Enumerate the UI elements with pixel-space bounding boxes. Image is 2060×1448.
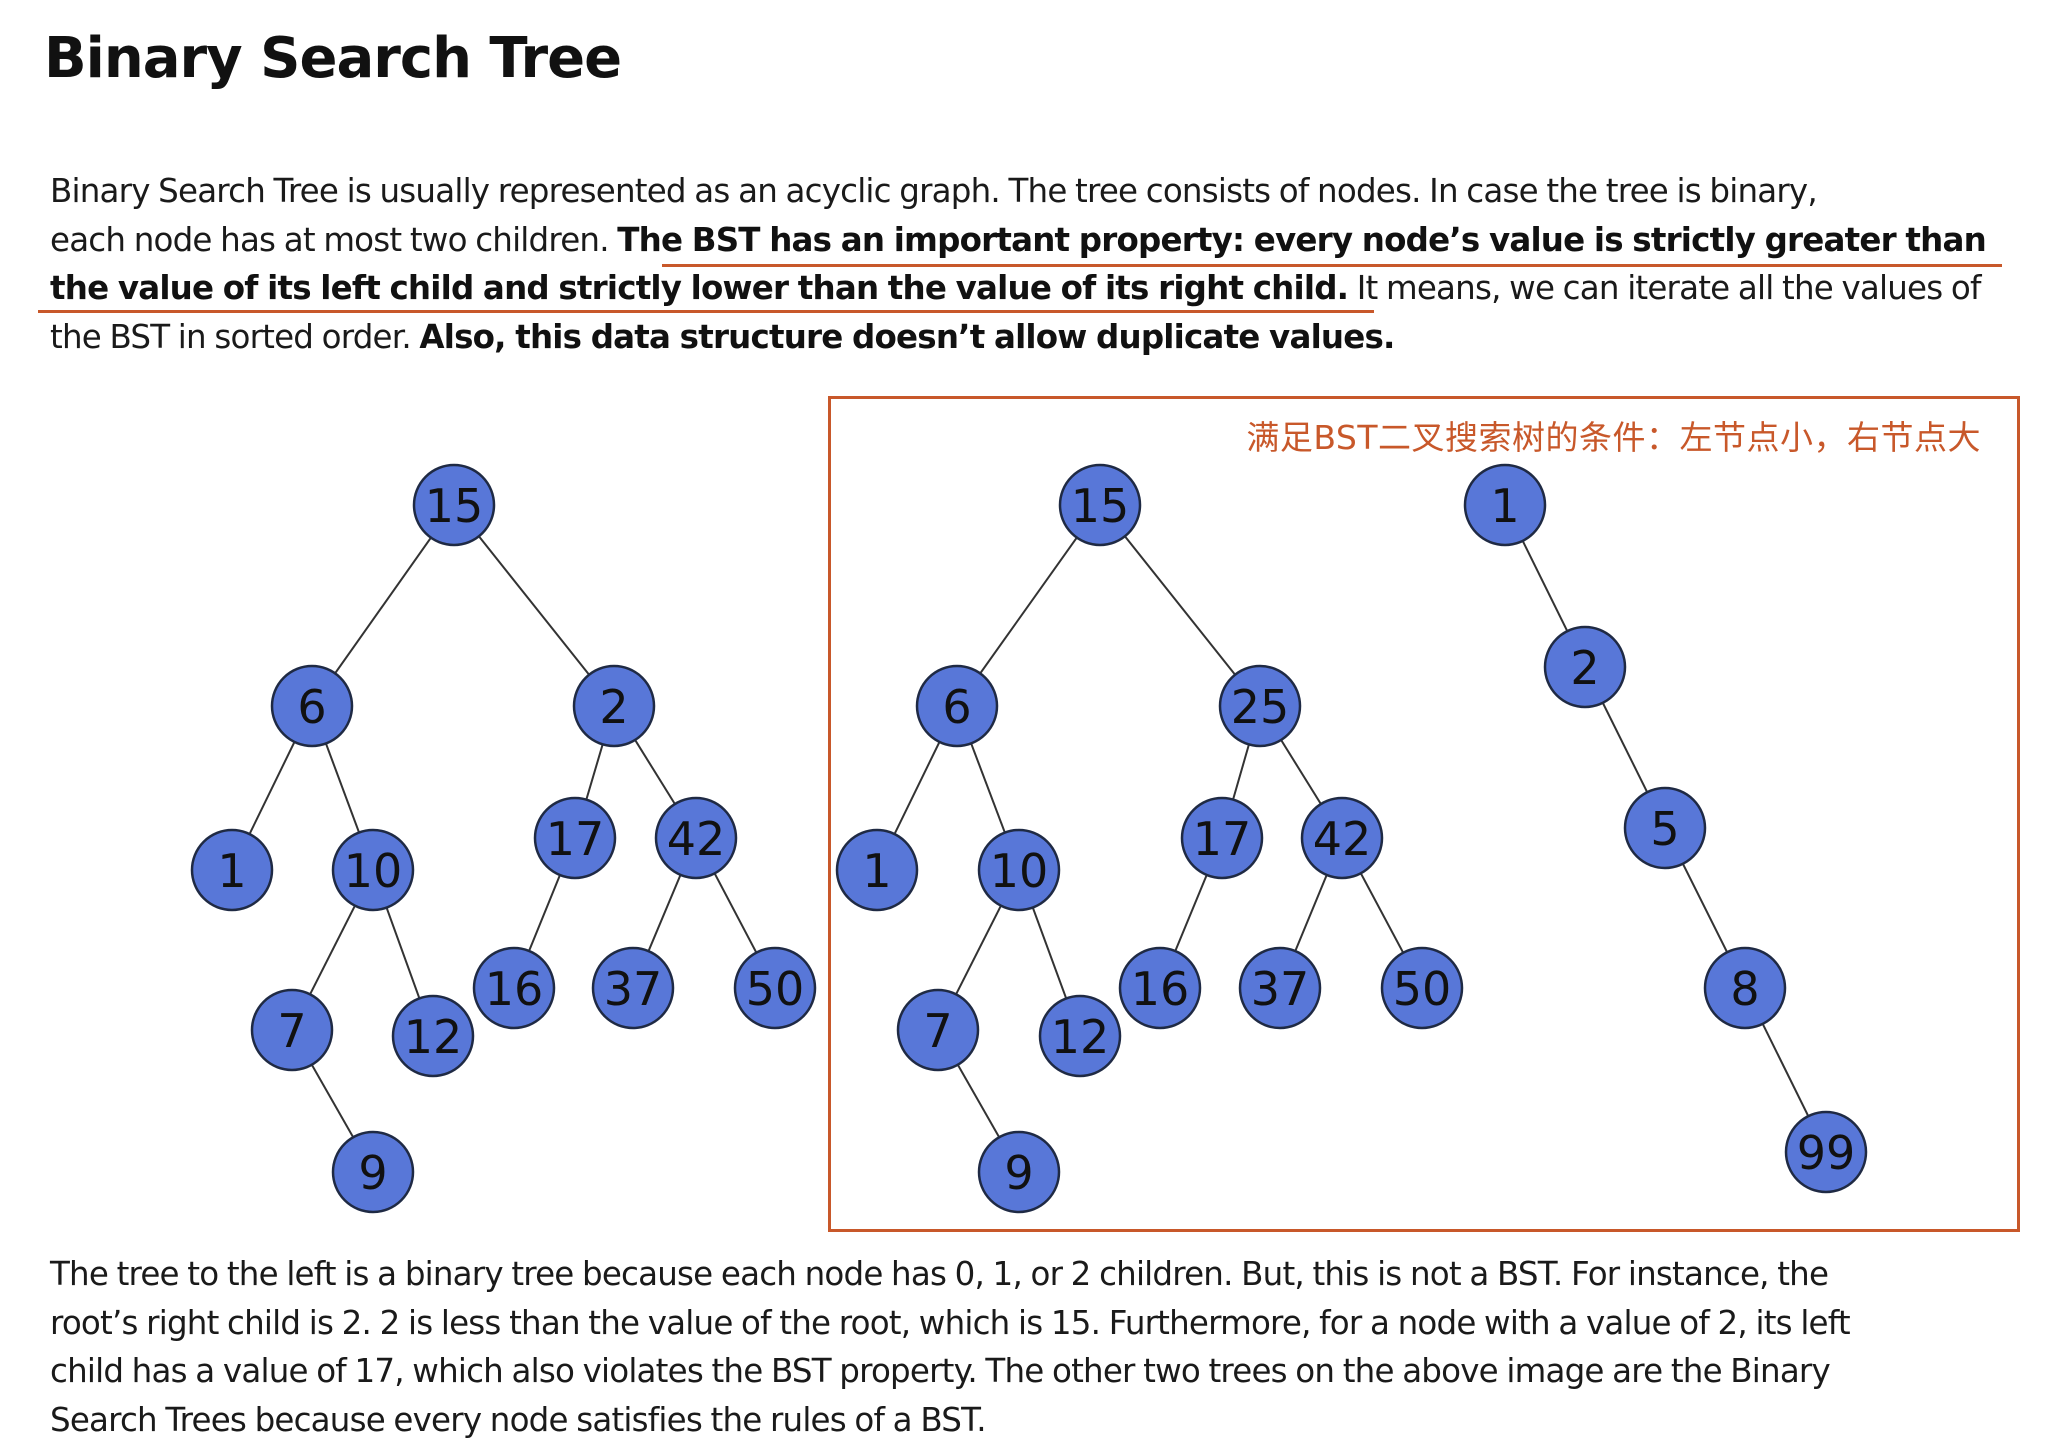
- tree-edge: [231, 705, 313, 871]
- tree-node-12: 12: [391, 994, 475, 1078]
- node-value-label: 7: [277, 1004, 306, 1058]
- node-value-label: 16: [485, 962, 544, 1016]
- node-circle: [654, 796, 738, 880]
- explanation-paragraph: The tree to the left is a binary tree be…: [50, 1250, 2040, 1444]
- tree-node-42: 42: [654, 796, 738, 880]
- node-circle: [391, 994, 475, 1078]
- tree-node-9: 9: [331, 1130, 415, 1214]
- node-value-label: 2: [599, 680, 628, 734]
- tree-node-17: 17: [533, 796, 617, 880]
- tree-node-2: 2: [572, 664, 656, 748]
- intro-line-4: the BST in sorted order. Also, this data…: [50, 313, 2040, 362]
- node-value-label: 17: [546, 812, 605, 866]
- node-circle: [591, 946, 675, 1030]
- intro-line-2: each node has at most two children. The …: [50, 216, 2040, 265]
- intro-line-3-text: It means, we can iterate all the values …: [1348, 269, 1982, 308]
- node-circle: [533, 796, 617, 880]
- intro-line-2-text: each node has at most two children.: [50, 220, 618, 259]
- tree-edge: [695, 837, 776, 989]
- tree-node-6: 6: [270, 664, 354, 748]
- node-value-label: 50: [746, 962, 805, 1016]
- node-value-label: 42: [667, 812, 726, 866]
- node-value-label: 9: [358, 1146, 387, 1200]
- tree-node-10: 10: [331, 828, 415, 912]
- node-circle: [331, 1130, 415, 1214]
- tree-edge: [513, 837, 576, 989]
- bst-property-text-start: The BST has an important property: every…: [617, 220, 1986, 259]
- node-circle: [270, 664, 354, 748]
- explanation-line-2: root’s right child is 2. 2 is less than …: [50, 1303, 1851, 1342]
- bst-condition-annotation: 满足BST二叉搜索树的条件：左节点小，右节点大: [1246, 418, 1981, 457]
- node-value-label: 12: [404, 1010, 463, 1064]
- tree-node-50: 50: [733, 946, 817, 1030]
- node-value-label: 6: [297, 680, 326, 734]
- tree-node-37: 37: [591, 946, 675, 1030]
- tree-edge: [291, 869, 374, 1031]
- intro-line-3: the value of its left child and strictly…: [50, 264, 2040, 313]
- tree-edge: [574, 705, 615, 839]
- node-circle: [572, 664, 656, 748]
- bst-highlight-box: 满足BST二叉搜索树的条件：左节点小，右节点大: [828, 396, 2020, 1232]
- page-title: Binary Search Tree: [44, 26, 622, 91]
- tree-edge: [291, 1029, 374, 1173]
- tree-node-16: 16: [472, 946, 556, 1030]
- intro-paragraph: Binary Search Tree is usually represente…: [50, 167, 2040, 361]
- intro-line-1: Binary Search Tree is usually represente…: [50, 172, 1818, 210]
- node-value-label: 10: [344, 844, 403, 898]
- tree-node-7: 7: [250, 988, 334, 1072]
- node-circle: [472, 946, 556, 1030]
- no-duplicates-text: Also, this data structure doesn’t allow …: [419, 317, 1395, 356]
- tree-edge: [311, 504, 455, 707]
- annotation-underline: [662, 264, 2002, 267]
- tree-edge: [613, 705, 697, 839]
- node-value-label: 37: [604, 962, 663, 1016]
- tree-edge: [453, 504, 615, 707]
- tree-edge: [372, 869, 434, 1037]
- tree-node-1: 1: [190, 828, 274, 912]
- node-circle: [190, 828, 274, 912]
- node-circle: [733, 946, 817, 1030]
- explanation-line-3: child has a value of 17, which also viol…: [50, 1352, 1831, 1391]
- tree-edge: [632, 837, 697, 989]
- explanation-line-4: Search Trees because every node satisfie…: [50, 1400, 987, 1439]
- tree-edge: [311, 705, 374, 871]
- explanation-line-1: The tree to the left is a binary tree be…: [50, 1255, 1829, 1293]
- tree-node-15: 15: [412, 463, 496, 547]
- node-circle: [331, 828, 415, 912]
- node-circle: [412, 463, 496, 547]
- node-value-label: 1: [217, 844, 246, 898]
- node-circle: [250, 988, 334, 1072]
- intro-line-4-text: the BST in sorted order.: [50, 317, 420, 356]
- bst-property-text-end: the value of its left child and strictly…: [50, 269, 1349, 308]
- annotation-underline: [38, 310, 1374, 313]
- node-value-label: 15: [425, 479, 484, 533]
